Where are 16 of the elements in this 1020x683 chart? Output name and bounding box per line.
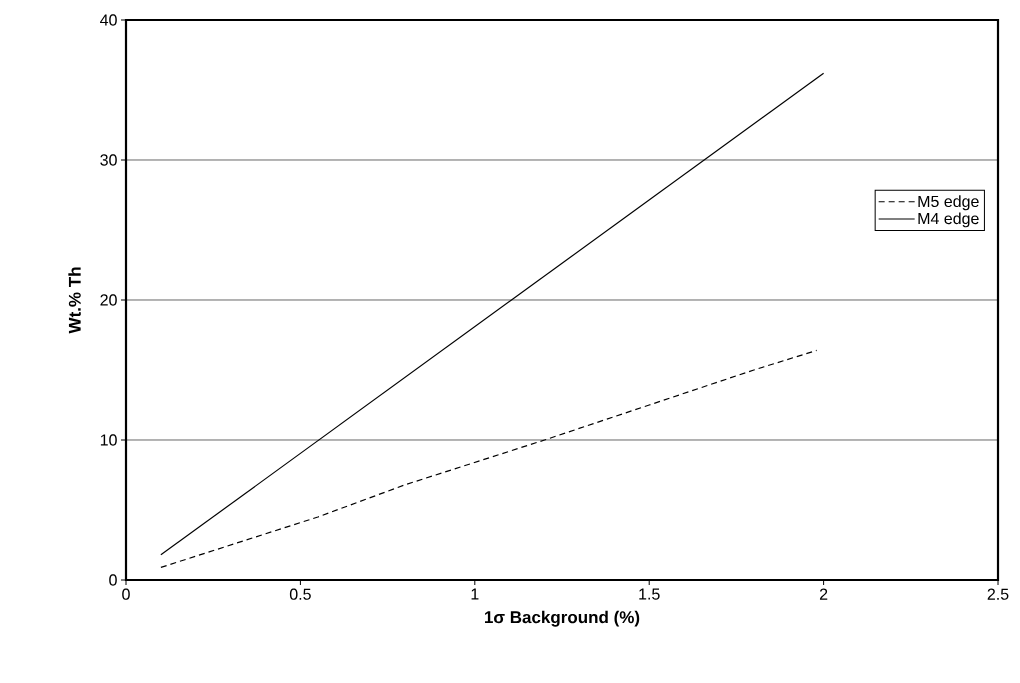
x-tick-label: 2.5 xyxy=(987,588,1009,600)
x-tick-label: 2 xyxy=(819,588,828,600)
y-tick-label: 20 xyxy=(100,294,117,306)
y-tick-label: 0 xyxy=(109,574,117,586)
y-tick-label: 10 xyxy=(100,434,117,446)
x-tick-label: 0.5 xyxy=(289,588,311,600)
y-tick-label: 30 xyxy=(100,154,117,166)
x-tick-label: 1.5 xyxy=(639,588,660,600)
line-series xyxy=(160,349,818,568)
y-axis-title: Wt.% Th xyxy=(68,267,81,334)
x-axis-title: 1σ Background (%) xyxy=(485,610,640,627)
legend-label: M5 edge xyxy=(918,195,979,211)
legend-label: M4 edge xyxy=(918,212,979,228)
x-tick-label: 0 xyxy=(122,588,130,600)
y-tick-label: 40 xyxy=(100,14,117,26)
x-tick-label: 1 xyxy=(471,588,479,600)
